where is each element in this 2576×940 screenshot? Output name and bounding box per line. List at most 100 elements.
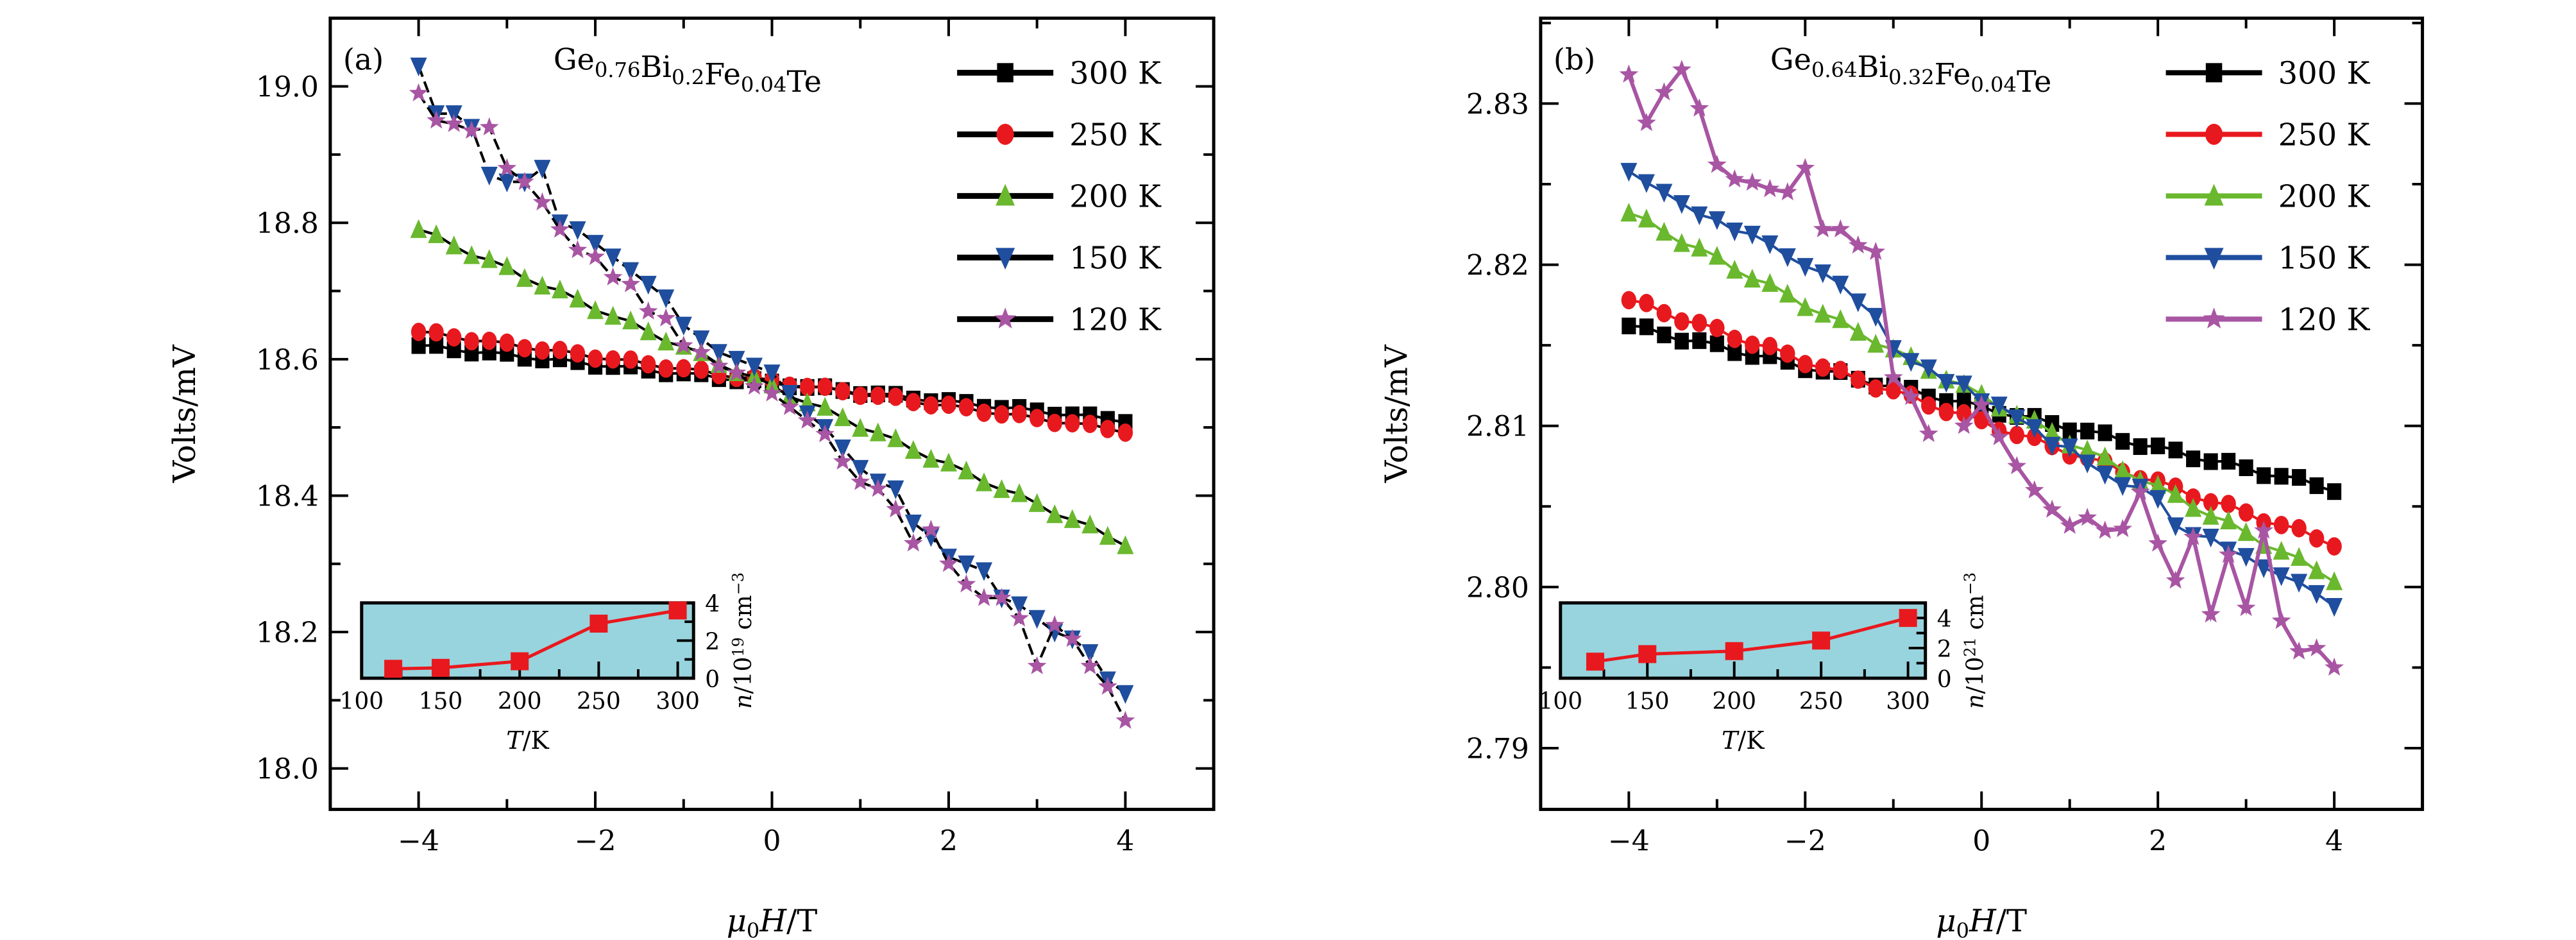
data-point — [2309, 477, 2324, 494]
formula-part: Te — [2017, 64, 2051, 99]
data-point — [887, 428, 904, 447]
legend-label: 300 K — [1069, 55, 1162, 91]
subscript: 0.2 — [672, 65, 704, 89]
data-point — [409, 83, 428, 101]
data-point — [1099, 526, 1116, 545]
data-point — [622, 262, 640, 281]
panel-b: −4 −2 0 2 42.792.802.812.822.83μ0H/TVolts/mV… — [1378, 16, 2425, 940]
data-point — [2186, 450, 2201, 468]
data-point — [640, 275, 657, 295]
data-point — [1622, 318, 1636, 335]
data-point — [2238, 503, 2254, 522]
data-point — [870, 386, 886, 406]
legend-marker — [996, 184, 1015, 206]
data-point — [2114, 477, 2131, 496]
data-point — [1901, 386, 1921, 406]
data-point — [2115, 432, 2130, 450]
inset-y-tick-label: 0 — [1937, 667, 1952, 693]
data-point — [815, 424, 835, 443]
inset-x-label: T/K — [506, 726, 549, 755]
data-point — [498, 173, 516, 192]
inset-frame — [1559, 601, 1928, 680]
x-axis-label: μ0H/T — [1936, 903, 2027, 940]
data-point — [869, 479, 888, 497]
data-point — [2273, 567, 2290, 586]
data-point — [1639, 318, 1654, 336]
x-tick-label: −4 — [1608, 825, 1650, 857]
data-point — [1886, 380, 1901, 400]
data-point — [904, 440, 922, 459]
data-point — [799, 377, 815, 397]
data-point — [888, 388, 904, 406]
data-point — [464, 332, 479, 351]
data-point — [2257, 467, 2271, 484]
data-point — [1115, 710, 1135, 729]
data-point — [1708, 211, 1725, 230]
data-point — [1063, 629, 1082, 647]
data-point — [1849, 293, 1867, 312]
formula-part: Bi — [1858, 49, 1889, 84]
inset-data-point — [384, 660, 403, 678]
inset-x-tick-label: 300 — [1886, 688, 1930, 715]
data-point — [1674, 312, 1690, 331]
compound-title: Ge0.76Bi0.2Fe0.04Te — [554, 42, 822, 99]
inset-ylabel-part: −3 — [729, 572, 747, 595]
data-point — [1691, 237, 1708, 257]
data-point — [482, 331, 497, 350]
t: T — [1722, 726, 1740, 755]
data-point — [1972, 395, 1992, 413]
data-point — [2203, 453, 2218, 470]
data-point — [2291, 547, 2308, 566]
data-point — [1919, 423, 1938, 442]
inset-ylabel-part: 19 — [729, 637, 747, 657]
data-point — [852, 459, 869, 479]
inset-ylabel-part: n — [731, 694, 757, 709]
data-point — [640, 321, 657, 341]
data-point — [2168, 441, 2183, 459]
data-point — [428, 323, 444, 342]
data-point — [640, 355, 656, 374]
formula-part: Bi — [641, 49, 672, 84]
data-point — [1621, 291, 1637, 310]
legend-marker — [997, 63, 1013, 83]
data-point — [1851, 370, 1866, 389]
data-point — [1707, 155, 1727, 173]
data-point — [1082, 414, 1098, 433]
data-point — [1637, 113, 1656, 132]
legend-marker — [996, 248, 1015, 270]
data-point — [2096, 447, 2114, 466]
data-point — [904, 514, 922, 534]
data-point — [1098, 676, 1117, 695]
data-point — [534, 160, 551, 179]
data-point — [499, 333, 515, 352]
data-point — [1989, 427, 2009, 445]
data-point — [710, 344, 727, 363]
data-point — [833, 451, 852, 470]
data-point — [2219, 545, 2238, 563]
data-point — [1673, 195, 1690, 214]
inset-data-point — [1725, 642, 1743, 660]
data-point — [1654, 82, 1674, 101]
data-point — [2060, 515, 2080, 534]
data-point — [411, 337, 426, 354]
t: T — [506, 726, 524, 755]
data-point — [1081, 514, 1099, 534]
data-point — [1672, 60, 1691, 78]
data-point — [1656, 221, 1673, 241]
data-point — [1831, 219, 1851, 237]
inset-y-tick-label: 4 — [705, 592, 720, 618]
inset-y-label: n/1021 cm−3 — [1962, 572, 1989, 709]
data-point — [1797, 297, 1814, 316]
data-point — [462, 121, 482, 139]
data-point — [445, 235, 462, 255]
unit: /K — [523, 726, 550, 755]
data-point — [851, 472, 870, 490]
inset-data-point — [1586, 653, 1604, 671]
subscript: 0.64 — [1811, 58, 1858, 82]
data-point — [551, 279, 568, 299]
data-point — [1011, 596, 1028, 615]
data-point — [852, 418, 869, 437]
y-tick-label: 18.6 — [256, 344, 319, 377]
data-point — [869, 422, 886, 441]
x-tick-label: 0 — [1972, 825, 1990, 857]
